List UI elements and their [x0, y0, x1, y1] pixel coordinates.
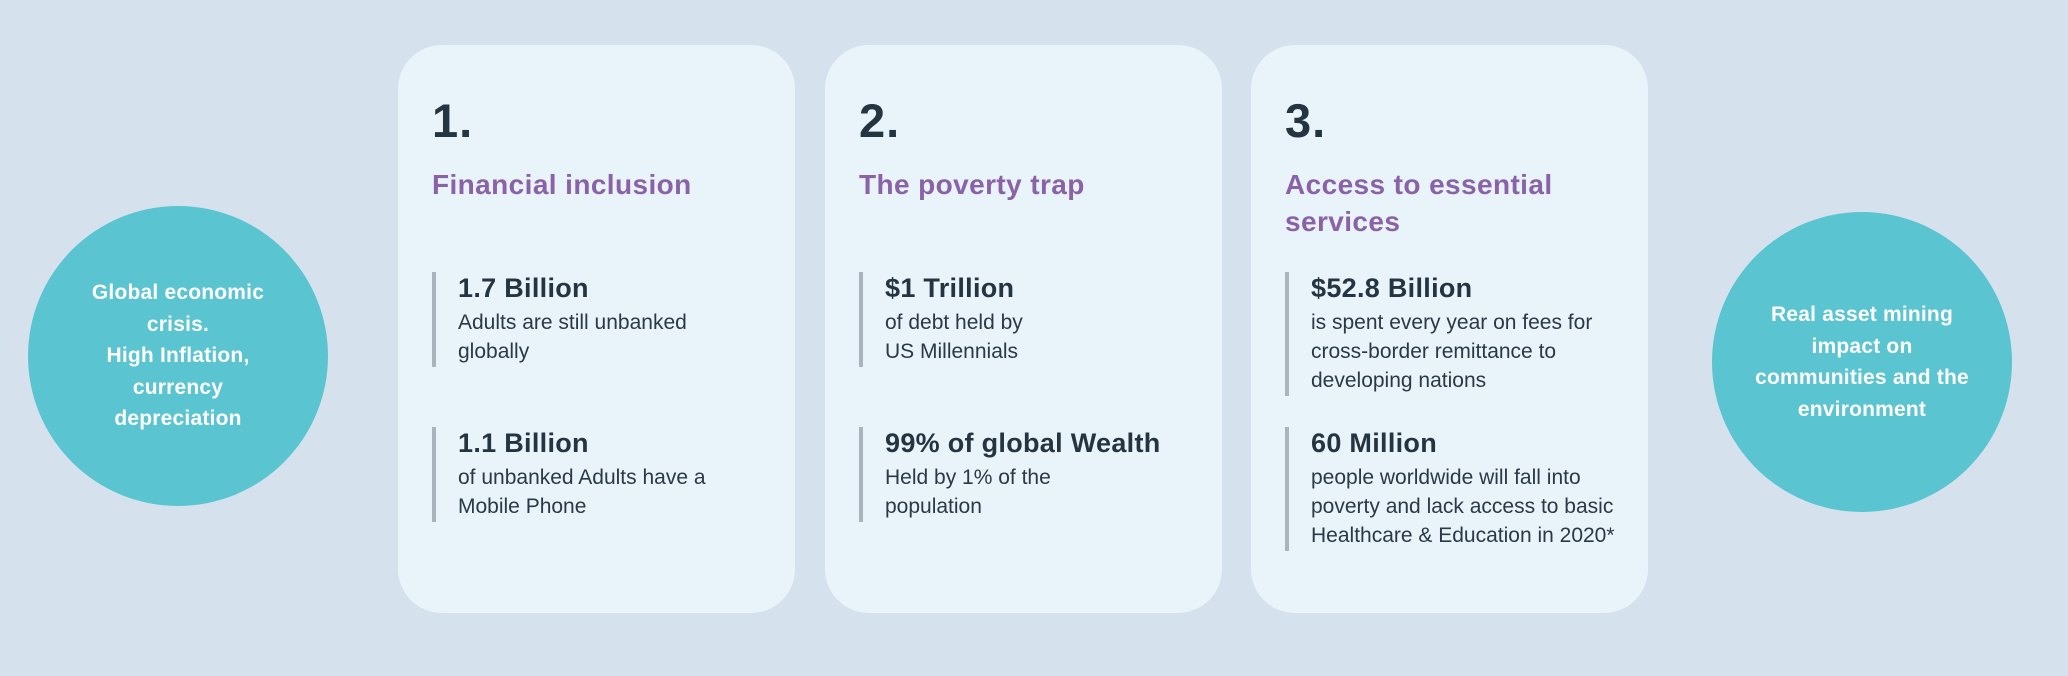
- problem-card-3: 3. Access to essential services $52.8 Bi…: [1251, 45, 1648, 613]
- stat-description: is spent every year on fees for cross-bo…: [1311, 311, 1593, 393]
- card-1-stat-1: 1.7 Billion Adults are still unbanked gl…: [432, 272, 775, 368]
- card-3-stat-1: $52.8 Billion is spent every year on fee…: [1285, 272, 1628, 397]
- problem-card-1: 1. Financial inclusion 1.7 Billion Adult…: [398, 45, 795, 613]
- stat-value: $1 Trillion: [885, 273, 1015, 303]
- card-2-number: 2.: [859, 94, 901, 147]
- stat-description: of unbanked Adults have a Mobile Phone: [458, 466, 706, 519]
- stat-value: 1.1 Billion: [458, 428, 589, 458]
- stat-description: Adults are still unbanked globally: [458, 311, 687, 364]
- right-context-circle: Real asset mining impact on communities …: [1712, 212, 2012, 512]
- stat-description: Held by 1% of the population: [885, 466, 1051, 519]
- card-1-title: Financial inclusion: [432, 169, 692, 200]
- card-2-stat-1: $1 Trillion of debt held by US Millennia…: [859, 272, 1202, 368]
- card-1-stat-2: 1.1 Billion of unbanked Adults have a Mo…: [432, 427, 775, 523]
- card-2-stat-2: 99% of global Wealth Held by 1% of the p…: [859, 427, 1202, 523]
- stat-value: 1.7 Billion: [458, 273, 589, 303]
- card-3-stat-2: 60 Million people worldwide will fall in…: [1285, 427, 1628, 552]
- problem-card-2: 2. The poverty trap $1 Trillion of debt …: [825, 45, 1222, 613]
- stat-value: 60 Million: [1311, 428, 1438, 458]
- left-context-circle: Global economic crisis. High Inflation, …: [28, 206, 328, 506]
- left-circle-text: Global economic crisis. High Inflation, …: [91, 281, 265, 431]
- right-circle-text: Real asset mining impact on communities …: [1755, 303, 1969, 421]
- card-3-number: 3.: [1285, 94, 1327, 147]
- stat-description: of debt held by US Millennials: [885, 311, 1023, 364]
- stat-value: 99% of global Wealth: [885, 428, 1161, 458]
- card-1-number: 1.: [432, 94, 474, 147]
- card-2-title: The poverty trap: [859, 169, 1085, 200]
- card-3-title: Access to essential services: [1285, 169, 1553, 237]
- stat-description: people worldwide will fall into poverty …: [1311, 466, 1615, 548]
- stat-value: $52.8 Billion: [1311, 273, 1473, 303]
